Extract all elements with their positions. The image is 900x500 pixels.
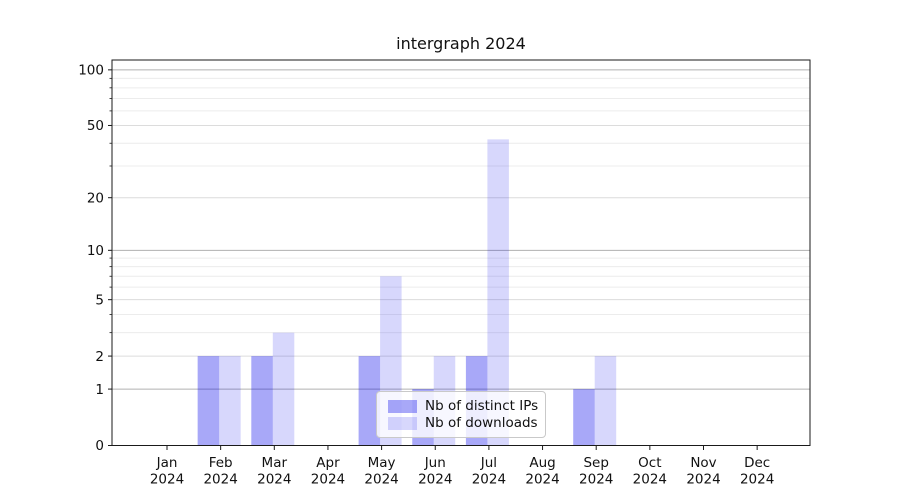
y-tick-label-1: 1 [95,382,104,398]
legend-label-distinct-ips: Nb of distinct IPs [425,398,539,414]
y-tick-label-10: 10 [87,243,104,259]
x-tick-label-jun: Jun [424,455,446,471]
bar-jul-downloads [487,139,509,446]
y-tick-label-0: 0 [95,438,104,454]
legend-swatch-downloads [388,416,417,430]
bar-mar-distinct-ips [251,356,273,446]
x-tick-label-mar: Mar [262,455,288,471]
x-tick-year-dec: 2024 [740,472,774,488]
x-tick-year-may: 2024 [364,472,398,488]
plot-frame [111,59,811,446]
chart-title: intergraph 2024 [396,34,526,53]
x-tick-year-jun: 2024 [418,472,452,488]
x-tick-label-dec: Dec [744,455,770,471]
legend-label-downloads: Nb of downloads [425,415,538,431]
y-tick-label-2: 2 [95,349,104,365]
bar-feb-downloads [219,356,241,446]
x-tick-year-aug: 2024 [525,472,559,488]
x-tick-label-apr: Apr [316,455,340,471]
x-tick-label-nov: Nov [690,455,716,471]
x-tick-label-jul: Jul [480,455,497,471]
y-tick-label-20: 20 [87,190,104,206]
x-tick-label-may: May [368,455,396,471]
x-tick-year-oct: 2024 [633,472,667,488]
x-tick-year-feb: 2024 [203,472,237,488]
legend-item-distinct-ips: Nb of distinct IPs [388,398,539,414]
x-tick-label-feb: Feb [209,455,233,471]
y-tick-label-100: 100 [78,63,104,79]
x-tick-label-oct: Oct [638,455,661,471]
x-tick-year-nov: 2024 [686,472,720,488]
bar-sep-distinct-ips [573,389,595,446]
legend: Nb of distinct IPs Nb of downloads [376,391,546,438]
y-tick-label-50: 50 [87,118,104,134]
bar-sep-downloads [594,356,617,446]
x-tick-label-aug: Aug [529,455,555,471]
y-tick-label-5: 5 [95,292,104,308]
bar-feb-distinct-ips [197,356,220,446]
legend-item-downloads: Nb of downloads [388,415,538,431]
legend-swatch-distinct-ips [388,399,417,413]
x-tick-year-sep: 2024 [579,472,613,488]
x-tick-year-jan: 2024 [150,472,184,488]
x-tick-label-jan: Jan [156,455,178,471]
bar-may-distinct-ips [358,356,381,446]
x-tick-year-jul: 2024 [472,472,506,488]
x-tick-year-apr: 2024 [311,472,345,488]
x-tick-label-sep: Sep [583,455,608,471]
x-tick-year-mar: 2024 [257,472,291,488]
bar-mar-downloads [272,332,295,446]
